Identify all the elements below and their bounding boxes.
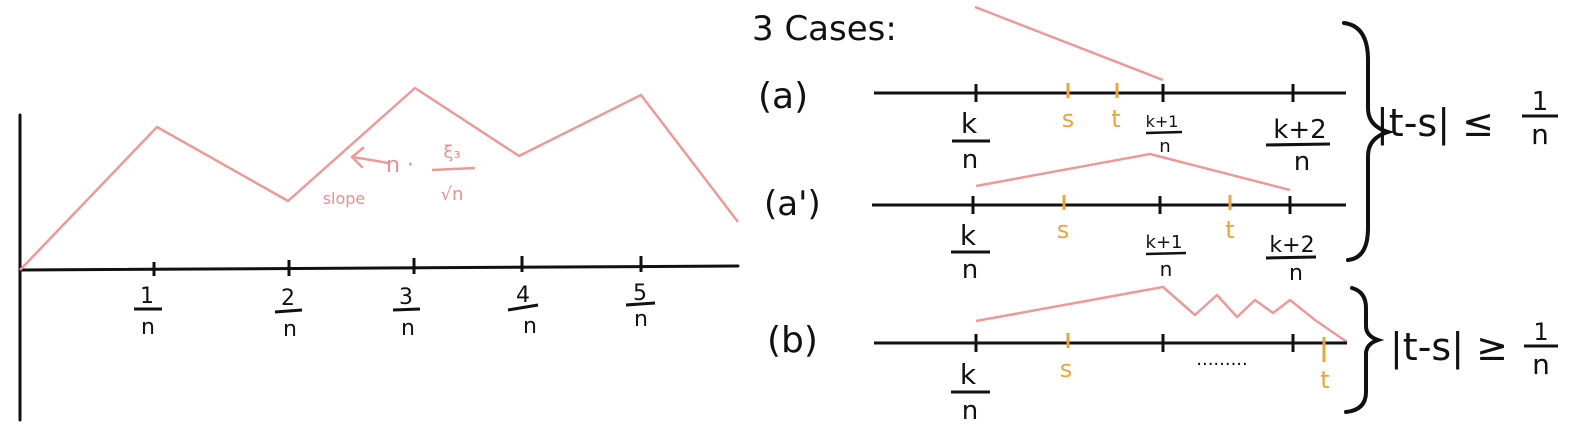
- case-b-label: (b): [767, 320, 818, 361]
- condition-b: |t-s| ≥ 1 n: [1390, 318, 1558, 381]
- random-walk-path: [19, 86, 739, 271]
- fraction-bar: [1265, 142, 1331, 147]
- fraction-bar: [392, 307, 421, 312]
- fraction-numerator: k+2: [1273, 115, 1326, 145]
- fraction-denominator: n: [283, 317, 297, 342]
- case-b: (b) s t ········· k n: [767, 285, 1348, 426]
- case-a-t-label: t: [1111, 105, 1120, 133]
- case-a-prime-t-label: t: [1225, 216, 1234, 244]
- fraction-numerator: k+1: [1146, 232, 1183, 253]
- fraction-denominator: n: [1160, 257, 1173, 281]
- left-tick-label-3: 3 n: [392, 285, 421, 341]
- fraction-bar: [1145, 130, 1183, 135]
- brace-a-icon: [1342, 21, 1395, 262]
- case-a-label-k1: k+1 n: [1145, 112, 1183, 157]
- fraction-bar: [274, 308, 303, 314]
- fraction-denominator: n: [1159, 136, 1170, 157]
- right-panel: 3 Cases: (a) s t k n k+1 n: [752, 5, 1558, 426]
- fraction-denominator: n: [962, 145, 978, 175]
- fraction-numerator: 2: [281, 286, 295, 311]
- fraction-bar: [1265, 255, 1317, 260]
- condition-b-denominator: n: [1532, 348, 1550, 381]
- left-tick-label-4: 4 n: [507, 283, 539, 339]
- fraction-denominator: n: [1289, 261, 1303, 286]
- fraction-denominator: n: [141, 315, 155, 340]
- case-b-ellipsis: ·········: [1196, 354, 1248, 375]
- fraction-denominator: n: [523, 314, 537, 339]
- cases-heading: 3 Cases:: [752, 9, 897, 49]
- fraction-numerator: k: [960, 358, 977, 391]
- case-a-prime-label-k2: k+2 n: [1265, 233, 1317, 286]
- fraction-numerator: k: [960, 219, 977, 252]
- slope-denominator: √n: [441, 184, 464, 205]
- fraction-denominator: n: [962, 255, 978, 285]
- fraction-bar: [507, 303, 539, 312]
- case-a-prime-s-label: s: [1057, 216, 1070, 244]
- brace-b-icon: [1344, 286, 1385, 414]
- case-b-pink-path: [975, 285, 1348, 344]
- fraction-denominator: n: [962, 396, 978, 426]
- fraction-denominator: n: [1294, 147, 1310, 177]
- case-b-s-label: s: [1060, 355, 1073, 383]
- slope-prefix: n ·: [386, 153, 414, 178]
- fraction-numerator: 1: [140, 284, 154, 309]
- left-x-axis: [18, 264, 740, 272]
- case-b-label-k: k n: [951, 358, 990, 426]
- condition-b-numerator: 1: [1533, 318, 1548, 346]
- fraction-numerator: 5: [633, 281, 647, 306]
- slope-annotation: n · ξ₃ √n slope: [323, 142, 476, 208]
- case-a-prime-label: (a'): [764, 184, 821, 224]
- fraction-denominator: n: [634, 307, 648, 332]
- fraction-denominator: n: [401, 316, 415, 341]
- case-a-pink-segment: [974, 5, 1164, 82]
- case-a: (a) s t k n k+1 n k+2 n: [758, 76, 1346, 177]
- condition-a-denominator: n: [1531, 118, 1549, 151]
- fraction-numerator: 4: [516, 283, 530, 308]
- condition-b-lhs: |t-s| ≥: [1390, 325, 1508, 370]
- slope-fraction-bar: [431, 166, 476, 172]
- condition-a-lhs: |t-s| ≤: [1376, 101, 1494, 146]
- left-tick-label-2: 2 n: [274, 286, 303, 342]
- fraction-numerator: k: [961, 107, 978, 140]
- case-a-label: (a): [758, 76, 808, 117]
- slope-arrow-icon: [350, 146, 390, 169]
- case-a-label-k: k n: [952, 107, 990, 175]
- case-a-prime-label-k1: k+1 n: [1145, 232, 1187, 281]
- fraction-bar: [625, 301, 656, 307]
- left-tick-label-1: 1 n: [134, 284, 162, 340]
- case-a-s-label: s: [1062, 105, 1075, 133]
- fraction-numerator: 3: [399, 285, 413, 310]
- case-a-label-k2: k+2 n: [1265, 115, 1331, 177]
- fraction-numerator: k+2: [1269, 233, 1314, 258]
- case-b-t-label: t: [1320, 366, 1329, 394]
- left-tick-label-5: 5 n: [625, 281, 656, 332]
- case-a-prime-pink-path: [975, 152, 1291, 192]
- case-a-prime-label-k: k n: [951, 219, 990, 285]
- condition-a: |t-s| ≤ 1 n: [1376, 87, 1558, 151]
- slope-word: slope: [323, 189, 366, 208]
- condition-a-numerator: 1: [1532, 87, 1549, 117]
- left-plot: 1 n 2 n 3 n 4 n 5 n n · ξ₃: [18, 86, 740, 422]
- slope-numerator: ξ₃: [443, 142, 460, 163]
- case-a-prime: (a') s t k n k+1 n k+2 n: [764, 152, 1346, 286]
- fraction-bar: [1145, 251, 1187, 256]
- fraction-numerator: k+1: [1146, 112, 1179, 131]
